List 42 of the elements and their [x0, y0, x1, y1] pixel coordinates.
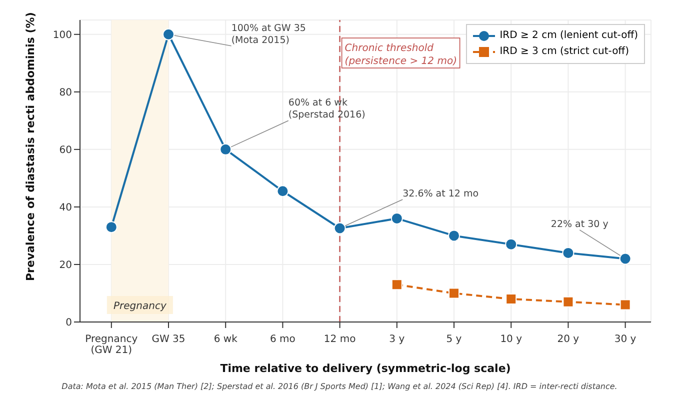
x-tick-label: 10 y	[500, 334, 522, 345]
point	[220, 143, 232, 156]
point	[390, 212, 403, 224]
text: Data: Mota et al. 2015 (Man Ther) [2]; Sperstad et al. 2016 (Br J Sports Med) [1]; Wang et al. 2024 (Sci Rep) [4]. IRD = inter-recti distance.	[60, 382, 618, 391]
x-tick-label: 20 y	[557, 334, 580, 345]
x-tick-label: Pregnancy (GW 21)	[85, 334, 138, 356]
y-tick-label: 80	[59, 87, 72, 98]
x-tick-label: GW 35	[152, 334, 186, 345]
x-axis-title: Time relative to delivery (symmetric-log scale)	[220, 362, 511, 375]
x-tick-label: 6 wk	[214, 334, 238, 345]
x-tick-label: 12 mo	[324, 334, 356, 345]
point	[162, 28, 175, 40]
y-tick-label: 40	[59, 202, 72, 214]
point	[448, 230, 460, 242]
y-tick-label: 100	[52, 30, 72, 41]
point	[391, 279, 402, 290]
x-tick-label: 3 y	[389, 334, 405, 345]
x-tick-label: 30 y	[614, 334, 636, 345]
annotation: 100% at GW 35 (Mota 2015)	[231, 22, 306, 46]
point	[448, 288, 460, 299]
legend-label: IRD ≥ 3 cm (strict cut-off)	[500, 45, 629, 59]
ref-line-label: Chronic threshold (persistence > 12 mo)	[344, 43, 457, 67]
y-axis-title: Prevalence of diastasis recti abdominis (%)	[24, 12, 37, 281]
legend-label: IRD ≥ 2 cm (lenient cut-off)	[500, 29, 638, 43]
point	[105, 221, 118, 234]
x-tick-label: 5 y	[446, 334, 462, 345]
point	[620, 299, 631, 310]
y-tick-label: 20	[59, 260, 72, 272]
annotation: 22% at 30 y	[550, 218, 609, 230]
band-label: Pregnancy	[114, 301, 168, 312]
point	[619, 252, 632, 265]
y-tick-label: 60	[59, 144, 72, 156]
x-tick-label: 6 mo	[270, 334, 296, 345]
y-tick-label: 0	[66, 318, 72, 329]
point	[276, 185, 289, 198]
point	[334, 222, 346, 234]
point	[562, 296, 574, 308]
point	[505, 238, 518, 250]
annotation: 32.6% at 12 mo	[402, 188, 479, 200]
point	[562, 246, 574, 259]
point	[506, 293, 517, 304]
annotation: 60% at 6 wk (Sperstad 2016)	[288, 98, 366, 121]
